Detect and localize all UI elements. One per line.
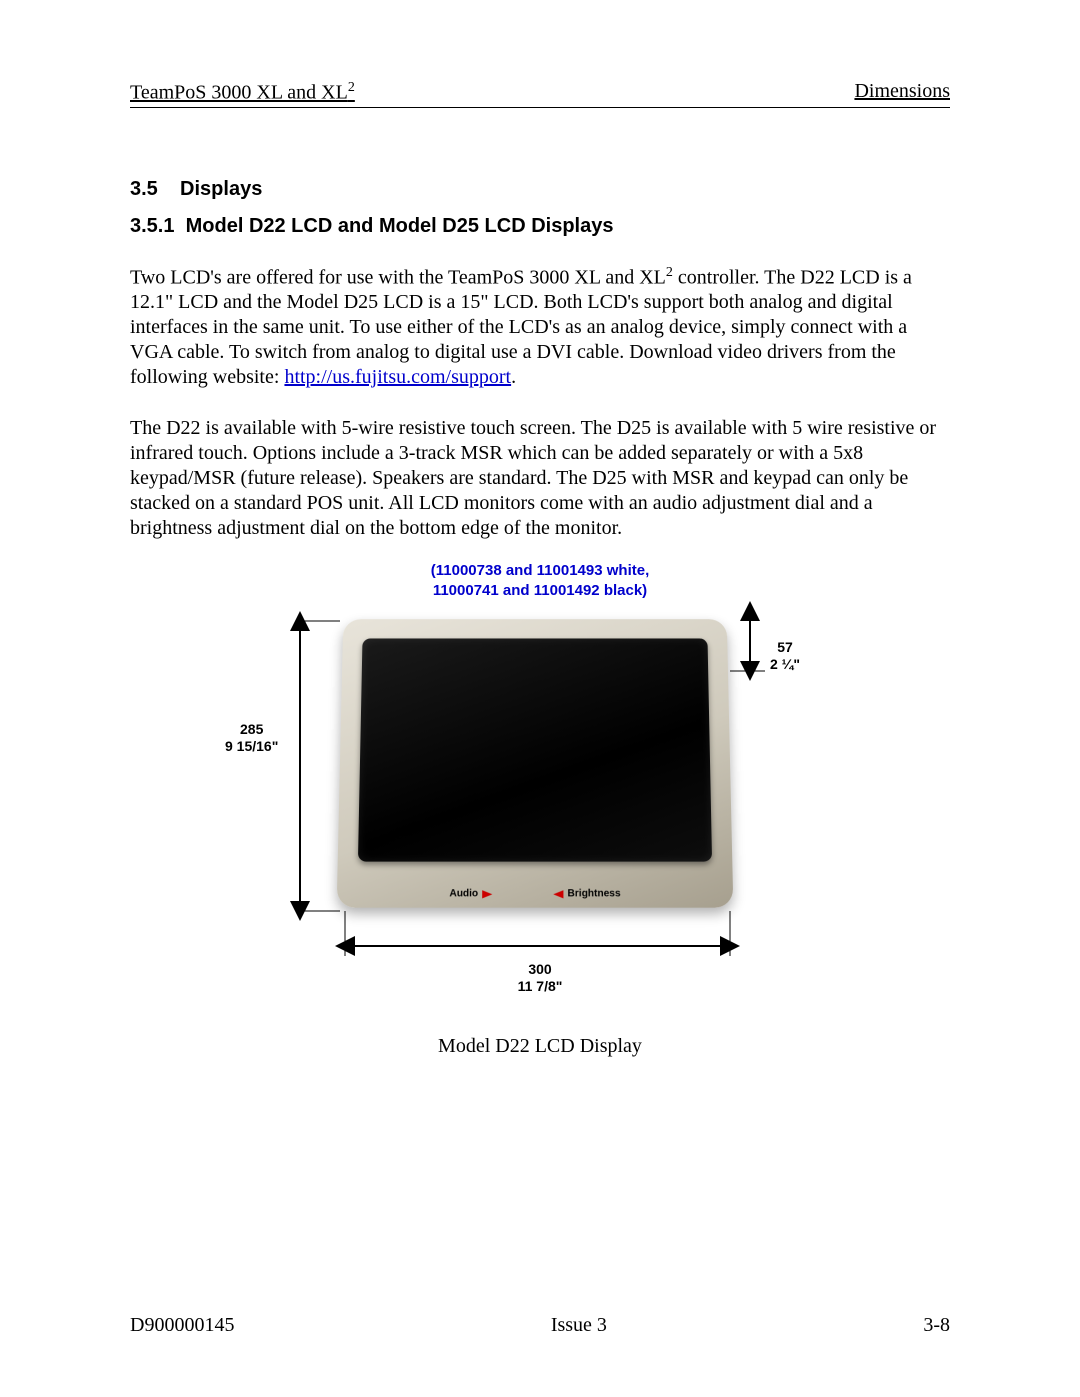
footer-right: 3-8 [923,1314,950,1337]
bezel-labels: Audio Brightness [337,888,733,899]
subsection-heading: 3.5.1 Model D22 LCD and Model D25 LCD Di… [130,215,950,238]
bezel-brightness-label: Brightness [553,888,620,899]
page-header: TeamPoS 3000 XL and XL2 Dimensions [130,80,950,108]
page: TeamPoS 3000 XL and XL2 Dimensions 3.5 D… [0,0,1080,1397]
subsection-number: 3.5.1 [130,215,174,237]
fig-title-line1: (11000738 and 11001493 white, [431,562,650,579]
monitor-screen [358,639,712,862]
paragraph-1: Two LCD's are offered for use with the T… [130,264,950,391]
p1-c: . [511,366,516,388]
dimension-depth-label: 57 2 ¼" [770,639,800,673]
monitor-illustration: Audio Brightness [337,619,734,907]
p1-a: Two LCD's are offered for use with the T… [130,266,666,288]
footer-center: Issue 3 [551,1314,607,1337]
dimension-width-label: 300 11 7/8" [518,961,563,995]
dim-bottom-mm: 300 [528,961,551,977]
paragraph-2: The D22 is available with 5-wire resisti… [130,416,950,541]
fig-title-line2: 11000741 and 11001492 black) [433,582,647,599]
section-title: Displays [180,178,262,200]
support-link[interactable]: http://us.fujitsu.com/support [284,366,511,388]
dimension-height-label: 285 9 15/16" [225,721,278,755]
figure-area: (11000738 and 11001493 white, 11000741 a… [130,561,950,1031]
header-left-prefix: TeamPoS 3000 XL and XL [130,82,348,104]
dim-right-mm: 57 [777,639,793,655]
header-left: TeamPoS 3000 XL and XL2 [130,80,355,105]
bezel-audio-label: Audio [449,888,492,899]
header-right: Dimensions [854,80,950,105]
header-left-sup: 2 [348,80,355,95]
p1-sup: 2 [666,265,673,280]
footer-left: D900000145 [130,1314,234,1337]
figure-part-numbers: (11000738 and 11001493 white, 11000741 a… [431,561,650,600]
section-heading: 3.5 Displays [130,178,950,201]
figure-caption: Model D22 LCD Display [130,1035,950,1058]
subsection-title: Model D22 LCD and Model D25 LCD Displays [186,215,614,237]
dim-left-mm: 285 [240,721,263,737]
dim-left-in: 9 15/16" [225,738,278,754]
section-number: 3.5 [130,178,158,200]
dim-bottom-in: 11 7/8" [518,978,563,994]
page-footer: D900000145 Issue 3 3-8 [130,1314,950,1337]
dim-right-in: 2 ¼" [770,656,800,672]
